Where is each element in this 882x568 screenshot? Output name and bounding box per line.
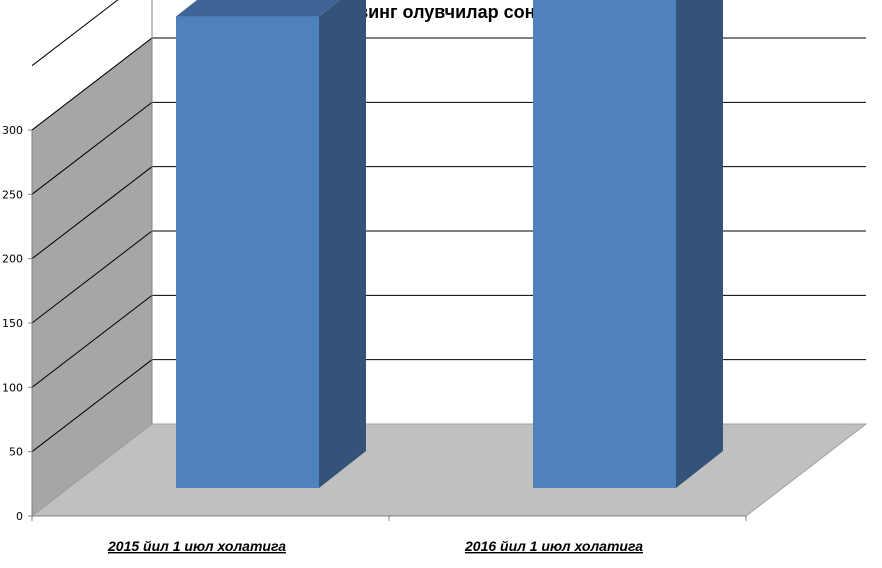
- y-tick-label: 250: [2, 188, 23, 201]
- gridlines: [31, 0, 866, 453]
- chart-floor: [30, 423, 868, 517]
- floor-plane: [30, 423, 868, 517]
- bar: [176, 0, 366, 489]
- bar: [533, 0, 723, 489]
- y-tick-label: 300: [2, 124, 23, 137]
- gridline: [31, 37, 866, 131]
- x-category-label: 2016 йил 1 июл холатига: [464, 538, 643, 554]
- bar-front: [533, 0, 676, 489]
- bars: [176, 0, 723, 489]
- bar-side: [676, 0, 723, 488]
- gridline: [31, 166, 866, 260]
- bar-top: [176, 0, 341, 17]
- y-tick-label: 50: [9, 446, 23, 459]
- gridline: [31, 0, 119, 67]
- y-axis-ticks: 0 50 100 150 200 250 300: [2, 124, 32, 523]
- y-tick-label: 100: [2, 381, 23, 394]
- bar-front: [176, 16, 319, 489]
- chart-title: Лизинг олувчилар сони: [335, 2, 546, 22]
- y-tick-label: 200: [2, 253, 23, 266]
- x-category-label: 2015 йил 1 июл холатига: [107, 538, 286, 554]
- y-tick-label: 0: [16, 510, 23, 523]
- y-tick-label: 150: [2, 317, 23, 330]
- x-axis-labels: 2015 йил 1 июл холатига 2016 йил 1 июл хо…: [107, 538, 643, 554]
- gridline: [31, 294, 866, 388]
- gridline: [31, 230, 866, 324]
- bar-side: [319, 0, 366, 488]
- gridline: [31, 101, 866, 195]
